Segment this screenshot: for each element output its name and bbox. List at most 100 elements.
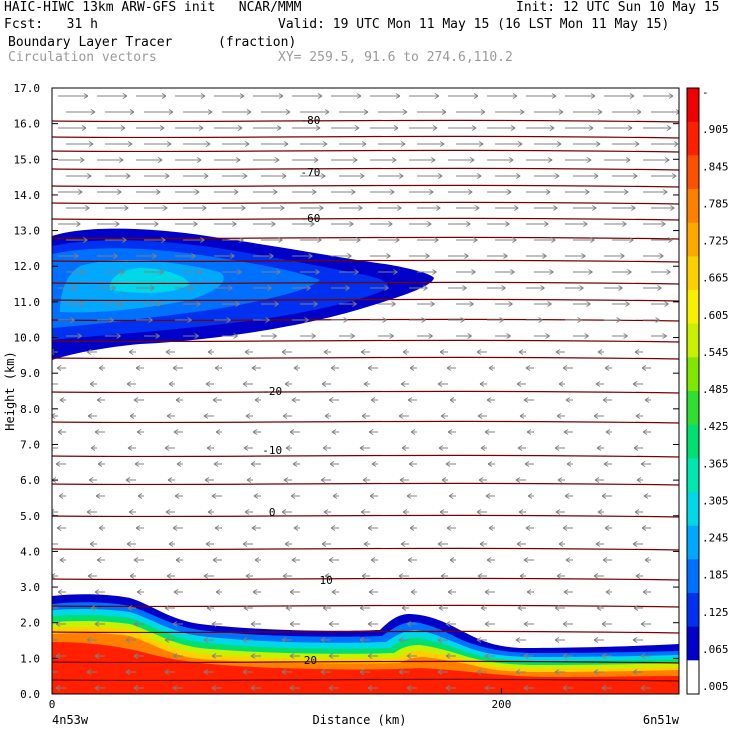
circulation-vector-head: [98, 525, 104, 531]
circulation-vector-head: [134, 461, 140, 467]
circulation-vector-head: [391, 301, 396, 307]
circulation-vector-head: [148, 317, 153, 323]
y-tick-label: 1.0: [20, 652, 40, 665]
circulation-vector-head: [367, 621, 373, 627]
circulation-vector-head: [438, 605, 444, 611]
circulation-vector-head: [517, 445, 523, 451]
circulation-vector-head: [328, 557, 334, 563]
colorbar-label: .365: [702, 457, 729, 470]
circulation-vector-head: [359, 669, 365, 675]
circulation-vector-head: [125, 637, 131, 643]
circulation-vector-head: [350, 189, 356, 195]
circulation-vector-head: [409, 365, 415, 371]
temperature-contour: [52, 201, 679, 205]
circulation-vector-head: [488, 365, 494, 371]
circulation-vector-head: [113, 253, 118, 259]
circulation-vector-head: [252, 589, 258, 595]
circulation-vector-head: [487, 461, 493, 467]
circulation-vector-head: [402, 509, 408, 515]
circulation-vector-head: [398, 669, 404, 675]
circulation-vector-head: [642, 589, 648, 595]
circulation-vector-head: [347, 253, 352, 259]
circulation-vector-head: [447, 589, 453, 595]
circulation-vector-head: [662, 189, 668, 195]
circulation-vector-head: [632, 381, 638, 387]
circulation-vector-head: [164, 445, 170, 451]
colorbar-swatch: [687, 121, 699, 156]
circulation-vector-head: [484, 621, 490, 627]
circulation-vector-head: [203, 573, 209, 579]
circulation-vector-head: [187, 317, 192, 323]
circulation-vector-head: [77, 333, 82, 339]
circulation-vector-head: [557, 477, 563, 483]
circulation-vector-head: [96, 397, 102, 403]
circulation-vector-head: [437, 637, 443, 643]
circulation-vector-head: [564, 493, 570, 499]
circulation-vector-head: [439, 141, 445, 147]
circulation-vector-head: [166, 413, 172, 419]
x-tick-label: 200: [492, 698, 512, 711]
circulation-vector-head: [211, 621, 217, 627]
circulation-vector-head: [274, 301, 279, 307]
header-title: HAIC-HIWC 13km ARW-GFS init NCAR/MMM: [4, 0, 302, 15]
circulation-vector-head: [593, 573, 599, 579]
circulation-vector-head: [523, 397, 529, 403]
circulation-vector-head: [371, 461, 377, 467]
circulation-vector-head: [593, 669, 599, 675]
circulation-vector-head: [370, 397, 376, 403]
temperature-contour: [52, 259, 679, 263]
circulation-vector-head: [323, 509, 329, 515]
circulation-vector-head: [74, 253, 79, 259]
y-tick-label: 4.0: [20, 545, 40, 558]
circulation-vector-head: [72, 285, 77, 291]
circulation-vector-head: [90, 109, 96, 115]
circulation-vector-head: [551, 93, 557, 99]
circulation-vector-head: [526, 429, 532, 435]
circulation-vector-head: [556, 413, 562, 419]
circulation-vector-head: [313, 157, 319, 163]
circulation-vector-head: [321, 541, 327, 547]
circulation-vector-head: [408, 461, 414, 467]
circulation-vector-head: [250, 461, 256, 467]
circulation-vector-head: [640, 653, 646, 659]
circulation-vector-head: [601, 621, 607, 627]
circulation-vector-head: [517, 605, 523, 611]
circulation-vector-head: [86, 509, 92, 515]
circulation-vector-head: [320, 669, 326, 675]
circulation-vector-head: [664, 157, 670, 163]
circulation-vector-head: [133, 621, 139, 627]
circulation-vector-head: [361, 413, 367, 419]
circulation-vector-head: [407, 557, 413, 563]
circulation-vector-head: [89, 541, 95, 547]
circulation-vector-head: [111, 285, 116, 291]
circulation-vector-head: [632, 669, 638, 675]
circulation-vector-head: [246, 477, 252, 483]
circulation-vector-head: [350, 333, 355, 339]
circulation-vector-head: [632, 173, 638, 179]
circulation-vector-head: [58, 493, 64, 499]
circulation-vector-head: [593, 173, 599, 179]
circulation-vector-head: [125, 669, 131, 675]
circulation-vector-head: [562, 621, 568, 627]
colorbar-label: .485: [702, 383, 729, 396]
circulation-vector-head: [584, 189, 590, 195]
circulation-vector-head: [508, 301, 513, 307]
circulation-vector-head: [226, 317, 231, 323]
circulation-vector-head: [636, 109, 642, 115]
circulation-vector-head: [480, 109, 486, 115]
temperature-contour: [52, 630, 679, 634]
y-tick-label: 12.0: [14, 260, 41, 273]
contour-label: 20: [731, 654, 740, 667]
x-tick-label: 0: [49, 698, 56, 711]
circulation-vector-head: [361, 141, 367, 147]
circulation-vector-head: [430, 301, 435, 307]
circulation-vector-head: [204, 477, 210, 483]
circulation-vector-head: [562, 365, 568, 371]
circulation-vector-head: [311, 333, 316, 339]
circulation-vector-head: [81, 125, 87, 131]
circulation-vector-head: [633, 445, 639, 451]
circulation-vector-head: [272, 333, 277, 339]
circulation-vector-head: [590, 237, 595, 243]
circulation-vector-head: [203, 637, 209, 643]
circulation-vector-head: [398, 413, 404, 419]
